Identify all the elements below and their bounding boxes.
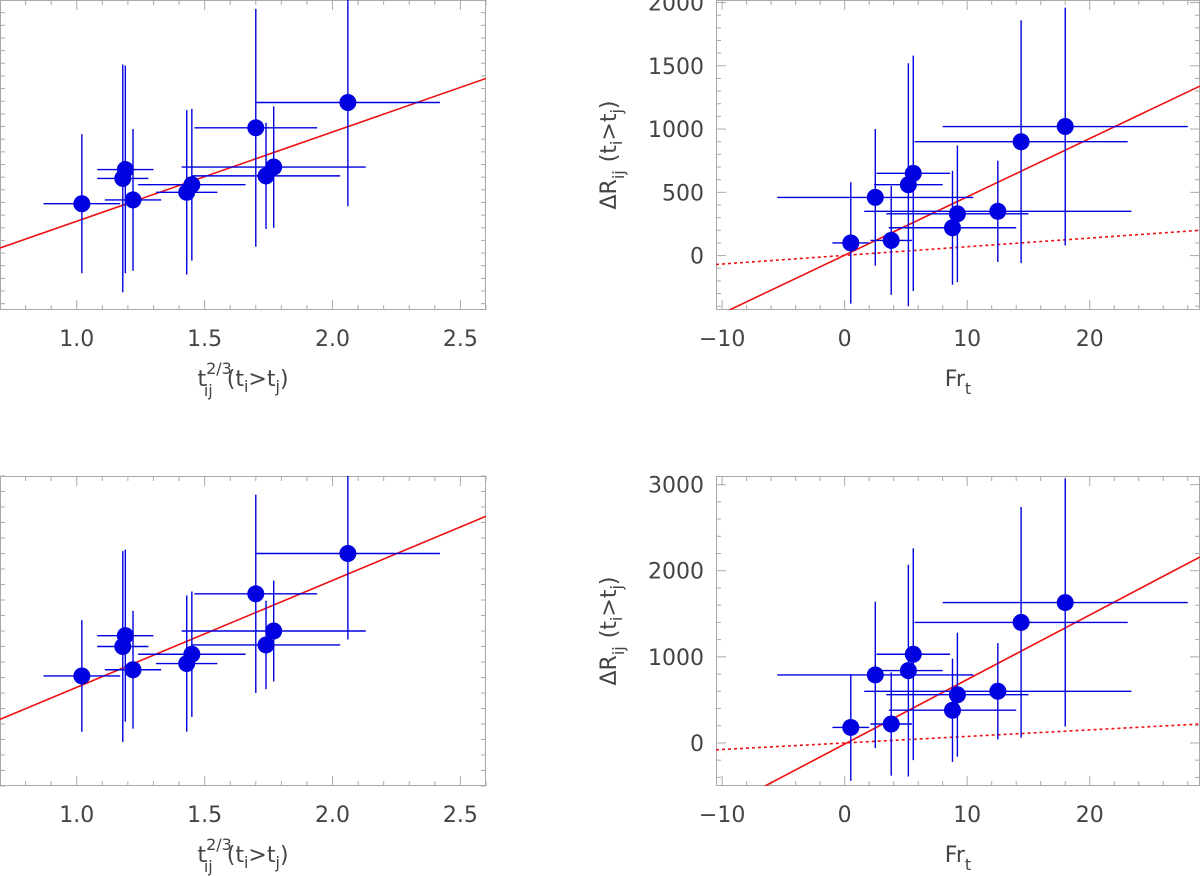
- data-point: [899, 662, 917, 680]
- y-tick-label: 0: [690, 245, 704, 270]
- x-axis-label: Frt: [945, 843, 971, 874]
- data-point: [1012, 613, 1030, 631]
- data-point: [866, 666, 884, 684]
- data-point: [989, 202, 1007, 220]
- y-tick-label: 500: [662, 181, 704, 206]
- data-point: [1056, 594, 1074, 612]
- data-point: [183, 645, 201, 663]
- y-axis-label: ΔRij(ti>tj): [597, 100, 628, 209]
- fit-line: [764, 556, 1200, 786]
- data-point: [1012, 133, 1030, 151]
- data-point: [842, 718, 860, 736]
- x-tick-label: 0: [838, 803, 852, 828]
- panel-top-left: 1.0 1.5 2.0 2.5 t2/3 ij (ti>tj): [0, 0, 487, 400]
- x-tick-label: 2.0: [315, 327, 350, 352]
- data-point: [882, 231, 900, 249]
- data-point: [339, 545, 357, 562]
- x-tick-label: 2.5: [443, 803, 478, 828]
- data-point: [943, 219, 961, 237]
- data-point: [842, 234, 860, 252]
- x-tick-label: 20: [1076, 803, 1104, 828]
- data-point: [257, 636, 275, 654]
- fit-lines: [0, 515, 486, 721]
- data-points: [43, 0, 440, 293]
- fit-lines: [0, 77, 486, 249]
- panel-bottom-right: −10 0 10 20 0 1000 2000 3000 Frt ΔRij(ti>tj): [597, 474, 1200, 874]
- data-point: [1056, 118, 1074, 136]
- x-tick-label: 2.0: [315, 803, 350, 828]
- x-tick-label: 20: [1076, 327, 1104, 352]
- data-point: [989, 682, 1007, 700]
- data-point: [339, 93, 357, 111]
- data-point: [948, 686, 966, 704]
- y-tick-label: 2000: [648, 0, 704, 17]
- x-tick-label: 1.5: [187, 327, 222, 352]
- fit-line: [0, 515, 486, 721]
- data-point: [943, 701, 961, 719]
- x-tick-label: 1.5: [187, 803, 222, 828]
- data-point: [882, 715, 900, 733]
- y-tick-label: 3000: [648, 474, 704, 499]
- data-point: [124, 191, 142, 209]
- data-points: [43, 476, 440, 742]
- x-tick-label: 10: [953, 803, 981, 828]
- y-tick-label: 1000: [648, 118, 704, 143]
- plot-frame: [0, 0, 486, 310]
- x-tick-label: 0: [838, 327, 852, 352]
- x-tick-label: −10: [699, 803, 745, 828]
- data-point: [247, 119, 265, 137]
- data-point: [904, 645, 922, 663]
- x-tick-label: 1.0: [59, 327, 94, 352]
- y-tick-label: 1000: [648, 646, 704, 671]
- panel-bottom-left: 1.0 1.5 2.0 2.5 t2/3 ij (ti>tj): [0, 475, 487, 876]
- panel-top-right: −10 0 10 20 0 500 1000 1500 2000 Frt ΔRij(ti>tj): [597, 0, 1200, 398]
- data-point: [866, 188, 884, 206]
- y-tick-label: 0: [690, 732, 704, 757]
- x-tick-label: 2.5: [443, 327, 478, 352]
- data-point: [116, 161, 134, 179]
- x-axis-label: Frt: [945, 367, 971, 398]
- data-point: [73, 667, 91, 685]
- data-point: [948, 205, 966, 223]
- x-tick-label: −10: [699, 327, 745, 352]
- data-points: [777, 478, 1188, 781]
- x-tick-label: 10: [953, 327, 981, 352]
- data-point: [265, 622, 283, 640]
- data-point: [73, 195, 91, 213]
- data-point: [124, 661, 142, 679]
- data-point: [116, 627, 134, 645]
- y-axis-label: ΔRij(ti>tj): [597, 576, 628, 685]
- data-points: [777, 7, 1188, 307]
- data-point: [183, 176, 201, 194]
- x-axis-label: t2/3 ij (ti>tj): [197, 835, 288, 876]
- data-point: [265, 158, 283, 176]
- y-tick-label: 2000: [648, 560, 704, 585]
- y-tick-label: 1500: [648, 55, 704, 80]
- data-point: [904, 164, 922, 182]
- x-tick-label: 1.0: [59, 803, 94, 828]
- data-point: [247, 585, 265, 603]
- x-axis-label: t2/3 ij (ti>tj): [197, 359, 288, 400]
- fit-line: [0, 77, 486, 249]
